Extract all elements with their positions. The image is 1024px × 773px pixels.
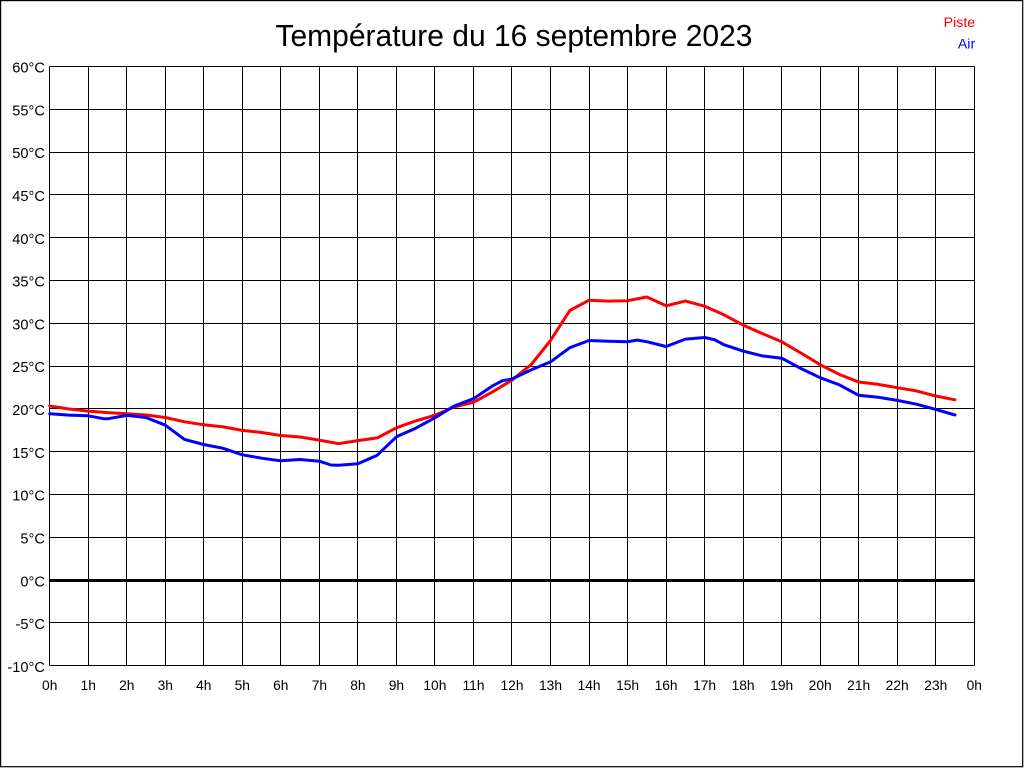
svg-text:18h: 18h bbox=[732, 678, 755, 693]
svg-text:20h: 20h bbox=[809, 678, 832, 693]
svg-text:9h: 9h bbox=[389, 678, 404, 693]
svg-text:23h: 23h bbox=[924, 678, 947, 693]
svg-text:15h: 15h bbox=[616, 678, 639, 693]
svg-text:-10°C: -10°C bbox=[7, 660, 44, 676]
svg-text:Air: Air bbox=[958, 37, 976, 53]
svg-text:1h: 1h bbox=[81, 678, 96, 693]
svg-text:0h: 0h bbox=[42, 678, 57, 693]
svg-text:30°C: 30°C bbox=[12, 317, 45, 333]
svg-text:14h: 14h bbox=[578, 678, 601, 693]
svg-text:45°C: 45°C bbox=[12, 189, 45, 205]
svg-text:10h: 10h bbox=[423, 678, 446, 693]
svg-text:12h: 12h bbox=[500, 678, 523, 693]
svg-text:5°C: 5°C bbox=[20, 532, 45, 548]
svg-text:4h: 4h bbox=[196, 678, 211, 693]
svg-text:8h: 8h bbox=[350, 678, 365, 693]
svg-text:40°C: 40°C bbox=[12, 232, 45, 248]
svg-text:20°C: 20°C bbox=[12, 403, 45, 419]
svg-text:60°C: 60°C bbox=[12, 61, 45, 77]
svg-text:15°C: 15°C bbox=[12, 446, 45, 462]
svg-text:13h: 13h bbox=[539, 678, 562, 693]
svg-text:2h: 2h bbox=[119, 678, 134, 693]
svg-text:17h: 17h bbox=[693, 678, 716, 693]
svg-text:Piste: Piste bbox=[944, 15, 976, 31]
svg-text:22h: 22h bbox=[886, 678, 909, 693]
svg-text:Température du 16 septembre 20: Température du 16 septembre 2023 bbox=[276, 18, 753, 53]
svg-text:6h: 6h bbox=[273, 678, 288, 693]
svg-text:35°C: 35°C bbox=[12, 275, 45, 291]
svg-text:19h: 19h bbox=[770, 678, 793, 693]
svg-text:25°C: 25°C bbox=[12, 360, 45, 376]
svg-text:10°C: 10°C bbox=[12, 489, 45, 505]
svg-text:7h: 7h bbox=[312, 678, 327, 693]
svg-text:50°C: 50°C bbox=[12, 146, 45, 162]
svg-text:-5°C: -5°C bbox=[16, 617, 45, 633]
svg-text:0°C: 0°C bbox=[20, 574, 45, 590]
svg-text:21h: 21h bbox=[847, 678, 870, 693]
svg-text:5h: 5h bbox=[235, 678, 250, 693]
svg-text:11h: 11h bbox=[463, 678, 485, 693]
svg-text:0h: 0h bbox=[967, 678, 982, 693]
svg-text:55°C: 55°C bbox=[12, 103, 45, 119]
svg-text:3h: 3h bbox=[158, 678, 173, 693]
svg-text:16h: 16h bbox=[655, 678, 678, 693]
